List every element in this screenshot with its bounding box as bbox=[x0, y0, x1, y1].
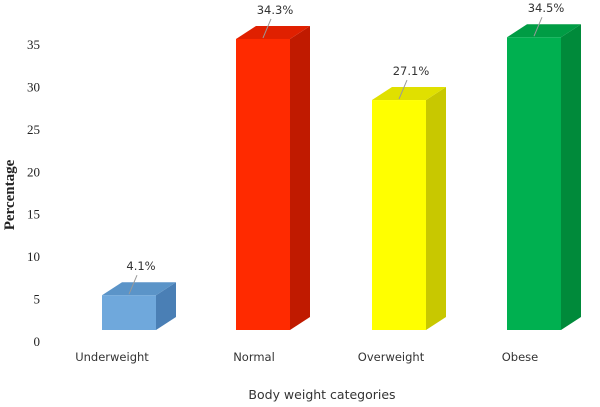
bar-front bbox=[372, 100, 426, 330]
leader-line bbox=[533, 17, 543, 37]
y-tick-label: 15 bbox=[27, 207, 40, 222]
leader-line bbox=[398, 79, 408, 100]
leader-line bbox=[262, 18, 272, 39]
bar-front bbox=[236, 38, 290, 330]
y-tick-label: 20 bbox=[27, 164, 40, 179]
leader-line bbox=[128, 275, 138, 295]
bars: 4.1% 34.3% 27.1% 34.5% bbox=[102, 1, 581, 330]
bar-side bbox=[561, 24, 581, 330]
bar-side bbox=[426, 87, 446, 330]
y-tick-label: 0 bbox=[34, 334, 41, 349]
bar-front bbox=[102, 295, 156, 330]
bar-front bbox=[507, 37, 561, 330]
y-tick-label: 5 bbox=[34, 292, 41, 307]
bar-top bbox=[236, 25, 310, 39]
bar-top bbox=[507, 24, 581, 38]
bar-side bbox=[290, 25, 310, 330]
category-label: Overweight bbox=[358, 350, 425, 364]
y-tick-label: 35 bbox=[27, 37, 40, 52]
y-tick-label: 30 bbox=[27, 79, 40, 94]
data-label: 27.1% bbox=[393, 64, 430, 78]
category-label: Obese bbox=[502, 350, 539, 364]
bar-side bbox=[156, 282, 176, 330]
bar-obese: 34.5% bbox=[507, 1, 581, 330]
y-axis-label: Percentage bbox=[2, 159, 18, 230]
bar-top bbox=[102, 282, 176, 296]
category-label: Underweight bbox=[75, 350, 149, 364]
y-tick-label: 25 bbox=[27, 122, 40, 137]
bar-overweight: 27.1% bbox=[372, 64, 446, 330]
x-axis-label: Body weight categories bbox=[248, 387, 395, 402]
data-label: 34.3% bbox=[257, 3, 294, 17]
bar-top bbox=[372, 87, 446, 101]
x-axis-categories: Underweight Normal Overweight Obese bbox=[75, 350, 538, 364]
data-label: 4.1% bbox=[126, 259, 155, 273]
y-axis-ticks: 0 5 10 15 20 25 30 35 bbox=[27, 37, 40, 349]
data-label: 34.5% bbox=[528, 1, 565, 15]
category-label: Normal bbox=[233, 350, 275, 364]
bar-normal: 34.3% bbox=[236, 3, 310, 330]
bar-underweight: 4.1% bbox=[102, 259, 176, 330]
y-tick-label: 10 bbox=[27, 249, 40, 264]
